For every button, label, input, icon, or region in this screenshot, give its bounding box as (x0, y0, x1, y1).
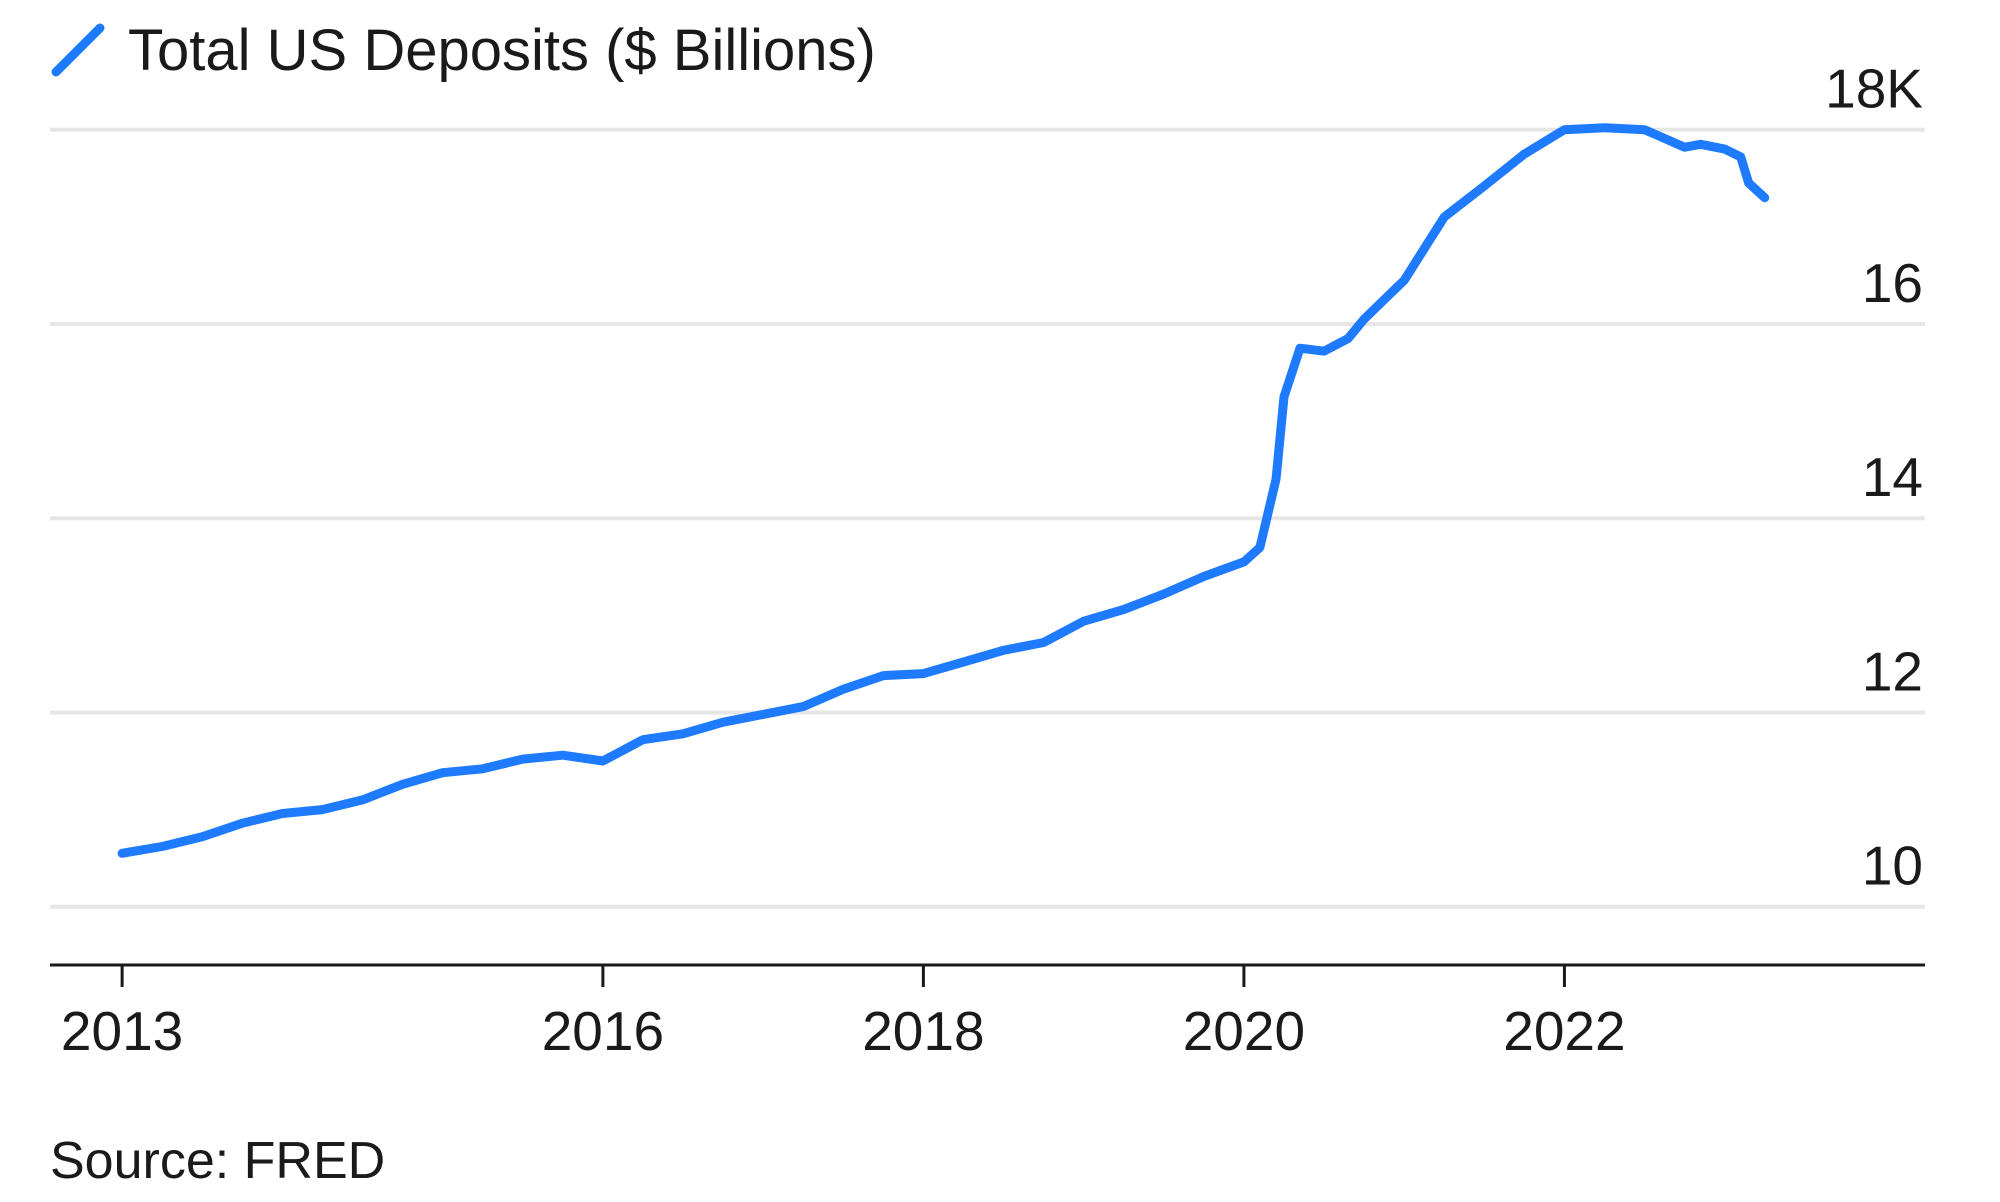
x-axis (50, 963, 1925, 987)
y-tick-label-14: 14 (1862, 446, 1923, 508)
y-tick-label-10: 10 (1862, 835, 1923, 897)
gridlines (50, 127, 1925, 909)
y-tick-label-16: 16 (1862, 252, 1923, 314)
x-tick-label-2016: 2016 (542, 1000, 664, 1062)
legend-swatch-line-icon (51, 23, 105, 77)
tick-labels: 10 12 14 16 18K 2013 2016 2018 2020 2022 (61, 58, 1923, 1062)
y-tick-label-12: 12 (1862, 640, 1923, 702)
x-tick-label-2022: 2022 (1503, 1000, 1625, 1062)
y-tick-label-18K: 18K (1825, 58, 1923, 120)
series-line-total-us-deposits (117, 123, 1770, 858)
x-tick-label-2020: 2020 (1183, 1000, 1305, 1062)
x-tick-label-2018: 2018 (862, 1000, 984, 1062)
series-layer (117, 123, 1770, 858)
x-tick-label-2013: 2013 (61, 1000, 183, 1062)
legend-entry-label: Total US Deposits ($ Billions) (128, 18, 876, 83)
source-note: Source: FRED (50, 1132, 385, 1190)
legend: Total US Deposits ($ Billions) (51, 18, 876, 83)
